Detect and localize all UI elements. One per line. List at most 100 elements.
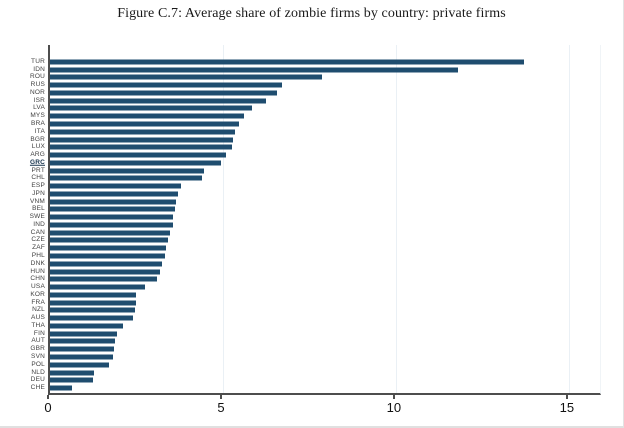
bar-mys: [50, 113, 244, 119]
bar-row: ESP: [31, 182, 600, 190]
bar-nor: [50, 90, 277, 96]
bar-row: USA: [31, 283, 600, 291]
bar-row: CZE: [31, 237, 600, 245]
bar-row: POL: [31, 361, 600, 369]
gridline: [222, 45, 224, 393]
bar-row: SWE: [30, 213, 600, 221]
y-axis-label: CHN: [30, 275, 45, 283]
y-axis-label: CHE: [30, 383, 45, 391]
bar-row: CHN: [30, 275, 600, 283]
bar-row: NZL: [32, 307, 600, 315]
bar-row: FRA: [31, 299, 600, 307]
bar-arg: [50, 152, 227, 158]
y-axis-label: DNK: [30, 259, 45, 267]
bar-che: [50, 385, 73, 391]
bar-row: PRT: [32, 167, 600, 175]
bar-chn: [50, 276, 158, 282]
bar-tur: [50, 59, 524, 65]
bar-hun: [50, 269, 160, 275]
y-axis-label: BRA: [31, 119, 45, 127]
x-axis-ticks: 0 5 10 15: [44, 395, 598, 415]
bar-row: DNK: [31, 260, 600, 268]
bar-row: GRC: [30, 159, 600, 167]
y-axis-label: FRA: [31, 298, 45, 306]
bar-lva: [50, 105, 253, 111]
y-axis-label: KOR: [30, 290, 45, 298]
bar-row: AUS: [31, 314, 600, 322]
plot-area: TUR IDN ROU RUS NOR ISR LVA MYS BRA ITA BGR LUX ARG G…: [30, 45, 601, 395]
x-tick-mark: [392, 395, 395, 399]
x-tick-label: 10: [386, 400, 402, 415]
bar-rus: [50, 82, 282, 88]
y-axis-label: PHL: [31, 251, 45, 259]
bar-prt: [50, 168, 204, 174]
bar-row: ZAF: [32, 244, 600, 252]
bar-row: IND: [33, 221, 600, 229]
bar-row: MYS: [30, 112, 600, 120]
y-axis-label: GRC: [29, 158, 45, 166]
y-axis-label: AUT: [31, 337, 45, 345]
bar-chl: [50, 175, 203, 181]
gridline: [568, 45, 570, 393]
y-axis-label: NZL: [32, 306, 45, 314]
y-axis-label: IDN: [33, 65, 45, 73]
y-axis-label: NLD: [31, 368, 45, 376]
y-axis-label: ITA: [34, 127, 45, 135]
bar-esp: [50, 183, 182, 189]
y-axis-label: ZAF: [32, 244, 45, 251]
bar-jpn: [50, 191, 178, 197]
y-axis-label: CAN: [30, 228, 45, 236]
bar-row: THA: [31, 322, 600, 330]
x-tick-mark: [47, 395, 49, 399]
y-axis-label: JPN: [32, 189, 45, 197]
bar-dnk: [50, 261, 163, 267]
bar-row: LVA: [33, 105, 600, 113]
y-axis-label: BGR: [30, 135, 45, 143]
y-axis-label: LUX: [31, 143, 45, 151]
bar-row: ROU: [30, 74, 600, 82]
bar-rou: [50, 74, 322, 80]
bar-row: JPN: [32, 190, 600, 198]
bar-row: VNM: [30, 198, 600, 206]
y-axis-label: PRT: [31, 166, 45, 174]
bar-rows: TUR IDN ROU RUS NOR ISR LVA MYS BRA ITA BGR LUX ARG G…: [30, 45, 600, 393]
bar-nld: [50, 370, 95, 375]
bar-kor: [50, 292, 137, 298]
x-tick-label: 0: [44, 400, 52, 415]
bar-row: BGR: [30, 136, 600, 144]
bar-row: NOR: [30, 89, 600, 97]
y-axis-label: VNM: [29, 197, 45, 205]
bar-usa: [50, 284, 146, 290]
bar-svn: [50, 354, 113, 360]
bar-row: BRA: [31, 120, 600, 128]
bar-vnm: [50, 199, 177, 205]
y-axis-label: FIN: [33, 329, 45, 337]
y-axis-label: IND: [33, 220, 45, 228]
bar-row: GBR: [30, 345, 600, 353]
gridline: [395, 45, 397, 393]
bar-idn: [50, 67, 459, 73]
bar-row: FIN: [34, 330, 600, 338]
bar-pol: [50, 362, 109, 368]
figure-title: Figure C.7: Average share of zombie firm…: [117, 6, 506, 21]
y-axis-label: ESP: [31, 181, 45, 189]
bar-row: PHL: [32, 252, 600, 260]
bar-row: ITA: [35, 128, 600, 136]
y-axis-label: LVA: [33, 104, 45, 112]
y-axis-label: GBR: [30, 344, 45, 352]
bar-row: TUR: [31, 58, 600, 66]
bar-fra: [50, 300, 136, 306]
bar-phl: [50, 253, 165, 259]
bar-grc: [50, 160, 222, 166]
bar-gbr: [50, 346, 114, 352]
y-axis-label: ARG: [30, 150, 45, 158]
bar-tha: [50, 323, 123, 329]
bar-bel: [50, 206, 175, 212]
x-tick-label: 5: [217, 400, 225, 415]
bar-swe: [50, 214, 174, 220]
bar-can: [50, 230, 171, 236]
y-axis-label: ROU: [29, 73, 45, 81]
bar-aus: [50, 315, 134, 321]
bar-row: AUT: [31, 338, 600, 346]
bar-bgr: [50, 137, 234, 143]
